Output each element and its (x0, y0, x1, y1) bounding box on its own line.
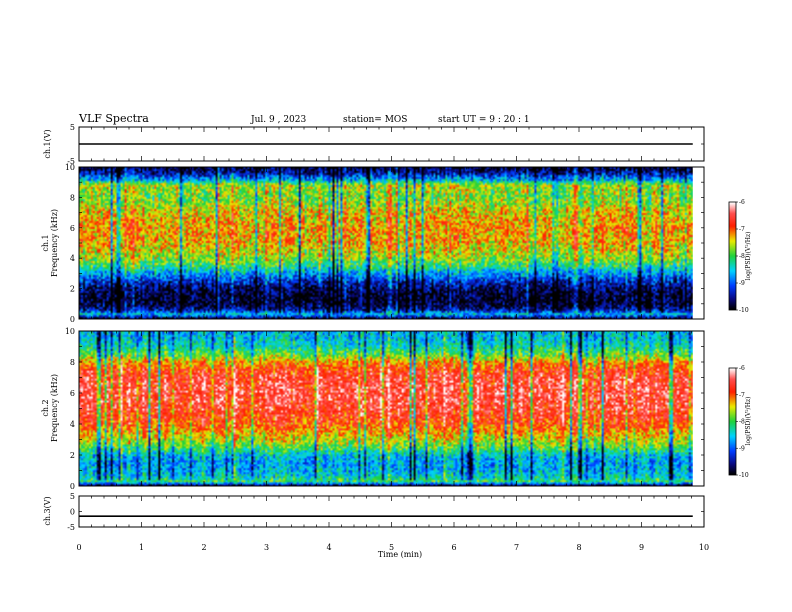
y-tick-label: 6 (70, 389, 75, 398)
colorbar-tick-label: -7 (739, 226, 745, 233)
colorbar-tick-label: -6 (739, 199, 745, 206)
ch1-waveform-ylabel: ch.1(V) (43, 129, 52, 158)
y-tick-label: 5 (70, 123, 75, 132)
x-tick-label: 5 (389, 543, 394, 552)
colorbar-tick-label: -10 (739, 307, 749, 314)
header-date: Jul. 9 , 2023 (250, 115, 306, 125)
y-tick-label: 0 (70, 315, 75, 324)
ch2-colorbar-image (729, 368, 736, 475)
x-tick-label: 4 (326, 543, 331, 552)
y-tick-label: 4 (70, 254, 75, 263)
ch2-spectrogram-ylabel-freq: Frequency (kHz) (50, 374, 59, 442)
y-tick-label: 10 (65, 163, 75, 172)
y-tick-label: 10 (65, 327, 75, 336)
header-start-time: start UT = 9 : 20 : 1 (438, 115, 530, 125)
ch2-spectrogram-ylabel-channel: ch.2 (41, 399, 50, 416)
x-tick-label: 0 (76, 543, 81, 552)
ch1-spectrogram-ylabel-freq: Frequency (kHz) (50, 209, 59, 277)
ch1-spectrogram-image (79, 167, 693, 319)
colorbar-tick-label: -6 (739, 365, 745, 372)
y-tick-label: 5 (70, 492, 75, 501)
axis-ticks (78, 126, 738, 528)
colorbar-tick-label: -8 (739, 419, 745, 426)
y-tick-label: 0 (70, 482, 75, 491)
x-tick-label: 8 (576, 543, 581, 552)
header-station: station= MOS (343, 115, 407, 125)
figure-title: VLF Spectra (78, 112, 149, 125)
ch1-spectrogram-ylabel-channel: ch.1 (41, 234, 50, 251)
y-tick-label: 6 (70, 224, 75, 233)
y-tick-label: 0 (70, 508, 75, 517)
ch2-spectrogram-image (79, 331, 693, 486)
colorbar-tick-label: -9 (739, 280, 745, 287)
ch3-waveform-ylabel: ch.3(V) (43, 496, 52, 525)
colorbar-tick-label: -10 (739, 472, 749, 479)
x-tick-label: 9 (639, 543, 644, 552)
ch1-colorbar-image (729, 202, 736, 310)
ch2-colorbar-label: log(PSD)(V²/Hz) (745, 397, 752, 446)
x-tick-label: 1 (139, 543, 144, 552)
tick-labels: 0 1 2 3 4 5 6 7 8 9 105-50246810024681050-5-10-9-8… (65, 123, 749, 552)
y-tick-label: 2 (70, 285, 75, 294)
x-tick-label: 6 (451, 543, 456, 552)
colorbar-tick-label: -8 (739, 253, 745, 260)
time-axis-label: Time (min) (378, 550, 422, 559)
x-tick-label: 10 (699, 543, 709, 552)
y-tick-label: 2 (70, 451, 75, 460)
x-tick-label: 7 (514, 543, 519, 552)
y-tick-label: 4 (70, 420, 75, 429)
x-tick-label: 2 (201, 543, 206, 552)
y-tick-label: 8 (70, 193, 75, 202)
y-tick-label: -5 (67, 523, 75, 532)
colorbar-tick-label: -9 (739, 445, 745, 452)
y-tick-label: 8 (70, 358, 75, 367)
x-tick-label: 3 (264, 543, 269, 552)
colorbar-tick-label: -7 (739, 392, 745, 399)
ch1-colorbar-label: log(PSD)(V²/Hz) (745, 232, 752, 281)
y-tick-label: -5 (67, 157, 75, 166)
